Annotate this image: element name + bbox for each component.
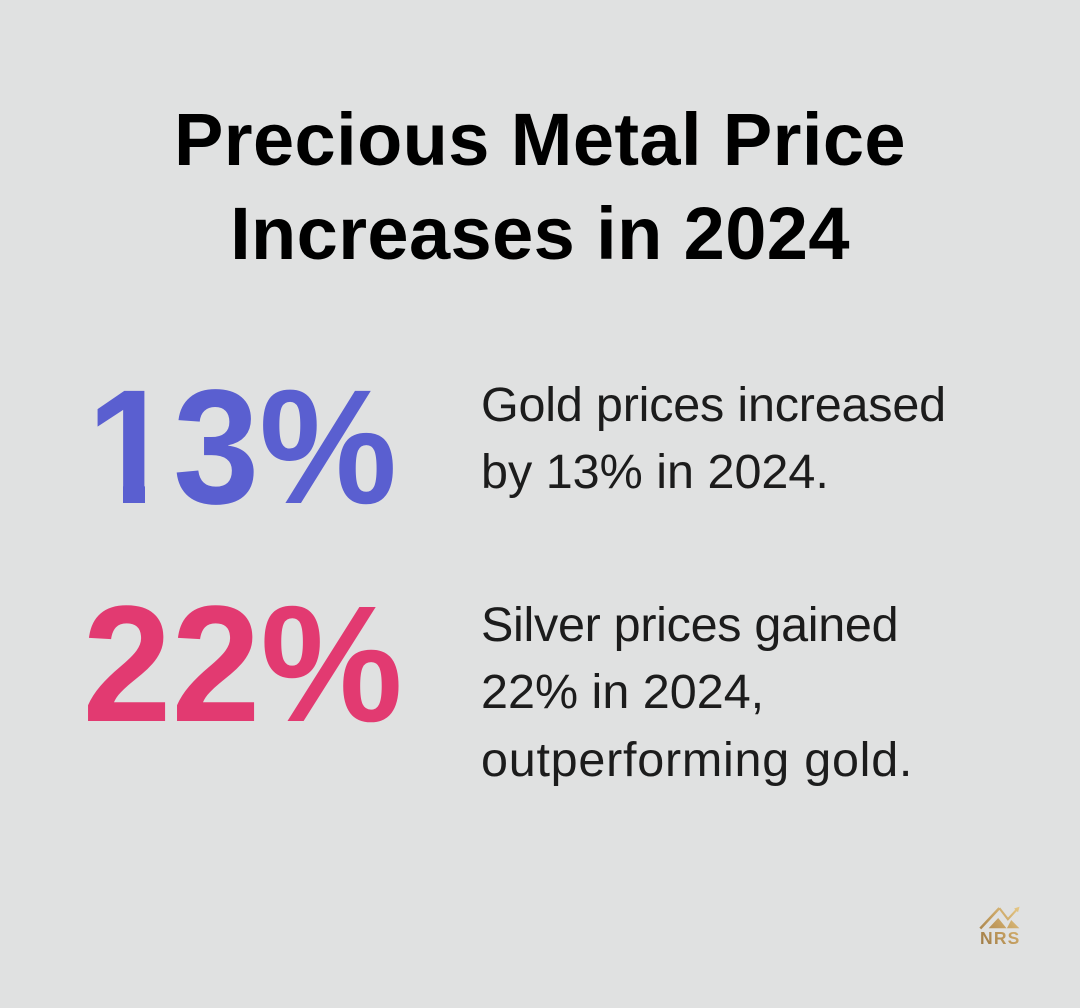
svg-text:NRS: NRS <box>980 928 1021 946</box>
